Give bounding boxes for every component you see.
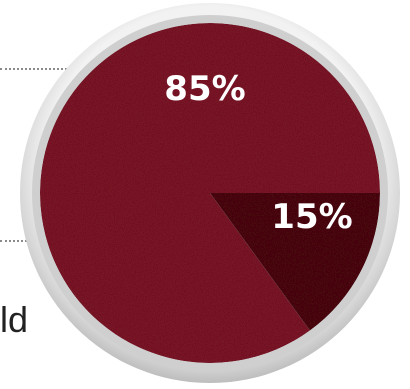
pie-label-85: 85% [164, 69, 245, 109]
clipped-caption-text: ld [0, 299, 29, 340]
pie-label-15: 15% [271, 197, 352, 237]
pie-slice-15 [210, 193, 380, 331]
pie-labels: 85% 15% [164, 69, 352, 237]
pie-slices [40, 23, 380, 363]
pie-slice-85 [40, 23, 380, 363]
